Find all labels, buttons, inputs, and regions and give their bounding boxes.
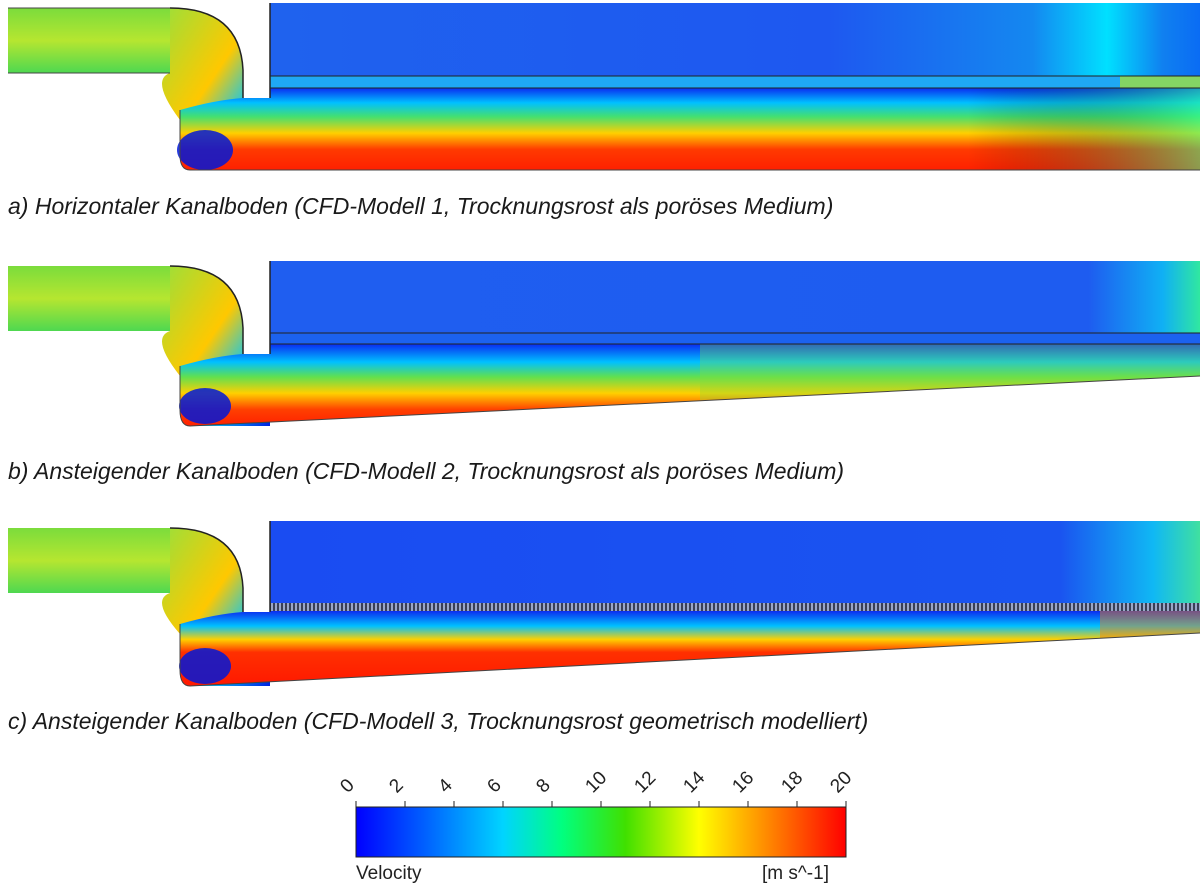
panel-c-velocity-contour [0, 518, 1203, 693]
legend-unit: [m s^-1] [762, 863, 829, 884]
legend-title: Velocity [356, 863, 422, 884]
velocity-color-legend: 0 2 4 6 8 10 12 14 16 18 20 Velocity [m s^-1] [336, 767, 862, 895]
panel-c-svg [8, 521, 1201, 687]
caption-c: c) Ansteigender Kanalboden (CFD-Modell 3… [8, 708, 869, 734]
legend-tick-marks [355, 801, 847, 807]
legend-colorbar-svg [355, 801, 847, 858]
panel-b-svg [8, 261, 1201, 427]
legend-colorbar [355, 806, 847, 858]
panel-a-velocity-contour [0, 0, 1203, 180]
caption-a: a) Horizontaler Kanalboden (CFD-Modell 1… [8, 193, 834, 219]
panel-a-svg [8, 3, 1200, 171]
caption-b: b) Ansteigender Kanalboden (CFD-Modell 2… [8, 458, 845, 484]
panel-b-velocity-contour [0, 258, 1203, 433]
